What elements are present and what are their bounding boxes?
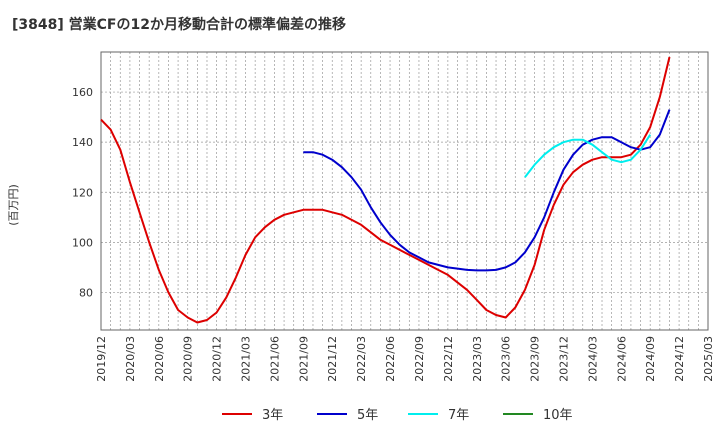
y-tick-label: 120	[72, 186, 93, 199]
x-tick-label: 2024/09	[644, 336, 657, 382]
x-tick-label: 2023/03	[471, 336, 484, 382]
x-tick-label: 2021/12	[326, 336, 339, 382]
x-tick-label: 2023/09	[529, 336, 542, 382]
x-tick-label: 2022/09	[413, 336, 426, 382]
x-tick-label: 2021/09	[297, 336, 310, 382]
y-tick-label: 100	[72, 236, 93, 249]
legend-label: 7年	[448, 408, 469, 423]
x-tick-label: 2024/06	[615, 336, 628, 382]
y-tick-label: 160	[72, 86, 93, 99]
x-tick-label: 2023/12	[557, 336, 570, 382]
legend-label: 10年	[543, 408, 573, 423]
x-tick-label: 2020/09	[182, 336, 195, 382]
x-tick-label: 2022/06	[384, 336, 397, 382]
legend-label: 5年	[357, 408, 378, 423]
plot-area-border	[100, 51, 709, 331]
grid	[100, 52, 709, 330]
x-tick-label: 2020/03	[124, 336, 137, 382]
x-tick-label: 2021/03	[240, 336, 253, 382]
y-axis-ticks: 80 100 120 140 160	[72, 86, 93, 299]
y-tick-label: 140	[72, 136, 93, 149]
x-axis-ticks: 2019/12 2020/03 2020/06 2020/09 2020/12 2021/…	[95, 336, 715, 382]
series-line-3	[524, 134, 652, 178]
x-tick-label: 2025/03	[702, 336, 715, 382]
series-line-2	[303, 109, 671, 272]
x-tick-label: 2022/03	[355, 336, 368, 382]
x-tick-label: 2019/12	[95, 336, 108, 382]
x-tick-label: 2023/06	[500, 336, 513, 382]
x-tick-label: 2024/12	[673, 336, 686, 382]
legend: 3年 5年 7年 10年	[222, 408, 573, 423]
x-tick-label: 2021/06	[268, 336, 281, 382]
x-tick-label: 2020/06	[153, 336, 166, 382]
chart-title: [3848] 営業CFの12か月移動合計の標準偏差の推移	[12, 17, 346, 33]
x-tick-label: 2020/12	[211, 336, 224, 382]
legend-label: 3年	[262, 408, 283, 423]
y-axis-label: (百万円)	[7, 184, 20, 226]
y-tick-label: 80	[79, 286, 93, 299]
x-tick-label: 2024/03	[586, 336, 599, 382]
series-line-1	[100, 56, 671, 324]
series-lines	[100, 56, 671, 324]
x-tick-label: 2022/12	[442, 336, 455, 382]
